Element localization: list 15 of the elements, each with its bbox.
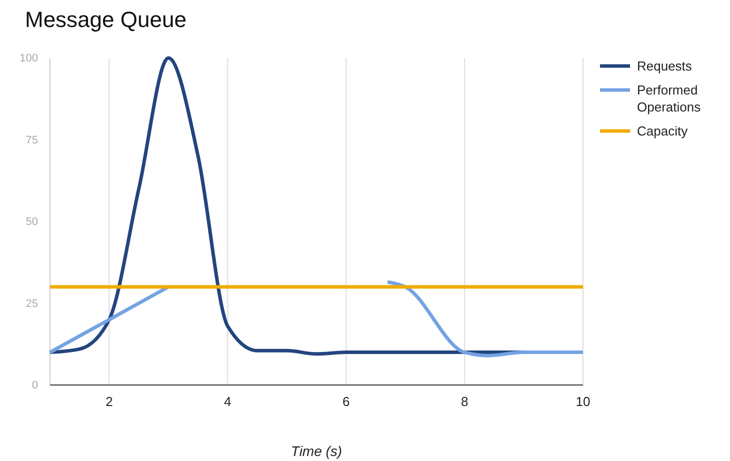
x-tick-label: 2	[106, 394, 113, 410]
x-tick-label: 6	[342, 394, 350, 410]
legend-label: Capacity	[637, 124, 688, 138]
legend-label: Requests	[637, 58, 692, 74]
x-tick-label: 10	[576, 394, 590, 410]
chart-title: Message Queue	[25, 7, 186, 32]
x-axis-title: Time (s)	[290, 443, 342, 459]
y-tick-label: 100	[20, 52, 38, 65]
legend-label: Performed Operations	[637, 82, 702, 114]
x-tick-label: 4	[224, 394, 232, 410]
x-tick-label: 8	[460, 394, 468, 410]
y-tick-label: 0	[32, 380, 38, 392]
y-tick-label: 75	[26, 134, 38, 146]
y-tick-label: 25	[26, 298, 38, 310]
y-tick-label: 50	[26, 216, 38, 228]
